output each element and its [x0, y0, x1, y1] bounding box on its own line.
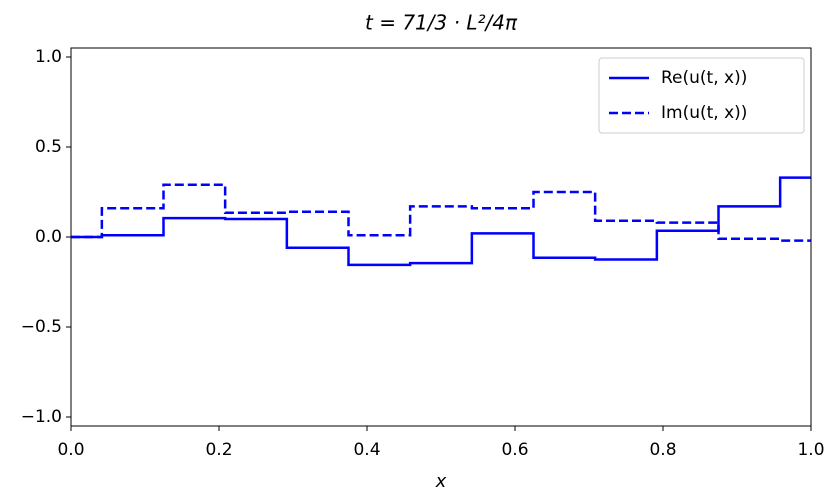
data-line — [71, 183, 811, 242]
legend-box — [598, 57, 805, 134]
y-tick-label: −1.0 — [21, 407, 62, 427]
y-tick-label: 0.0 — [35, 227, 62, 247]
data-line — [71, 176, 811, 267]
y-tick-label: −0.5 — [21, 317, 62, 337]
y-tick-label: 1.0 — [35, 47, 62, 67]
legend-label: Re(u(t, x)) — [661, 68, 747, 88]
legend-label: Im(u(t, x)) — [661, 103, 747, 123]
x-tick-label: 0.4 — [353, 440, 380, 460]
plot-frame — [70, 47, 812, 427]
y-tick-label: 0.5 — [35, 137, 62, 157]
chart-title: t = 71/3 · L²/4π — [365, 11, 518, 35]
x-axis-label: x — [435, 471, 447, 492]
x-tick-label: 0.6 — [501, 440, 528, 460]
x-tick-label: 0.8 — [649, 440, 676, 460]
x-tick-label: 1.0 — [797, 440, 824, 460]
x-tick-label: 0.2 — [205, 440, 232, 460]
x-tick-label: 0.0 — [57, 440, 84, 460]
